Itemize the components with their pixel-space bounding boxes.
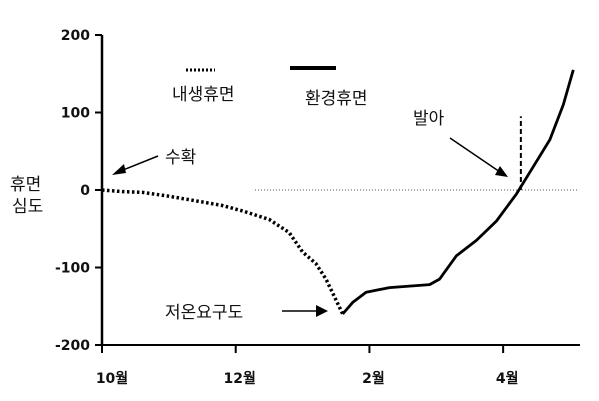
annotation-harvest-arrowhead xyxy=(112,164,126,175)
y-axis-label-line-1: 휴면 xyxy=(10,175,41,195)
x-tick-label: 12월 xyxy=(224,370,256,387)
y-tick-label: -200 xyxy=(55,338,90,354)
annotation-harvest: 수확 xyxy=(165,148,196,168)
annotation-low-temp-arrowhead xyxy=(316,305,328,317)
annotation-budbreak-arrow xyxy=(449,137,501,173)
y-tick-label: 200 xyxy=(61,28,90,44)
y-ticks: 200 100 0 -100 -200 xyxy=(55,28,102,354)
legend-label-endodormancy: 내생휴면 xyxy=(172,85,235,105)
series-layer xyxy=(101,69,575,315)
x-tick-label: 4월 xyxy=(496,370,519,387)
series-line-endodormancy xyxy=(101,188,345,315)
y-tick-label: 100 xyxy=(61,106,90,122)
y-tick-label: 0 xyxy=(80,183,90,199)
y-axis-label-line-2: 심도 xyxy=(12,197,43,217)
legend-label-ecodormancy: 환경휴면 xyxy=(305,89,368,109)
x-ticks: 10월 12월 2월 4월 xyxy=(96,345,519,387)
y-tick-label: -100 xyxy=(55,261,90,277)
x-tick-label: 10월 xyxy=(96,370,128,387)
annotation-budbreak-arrowhead xyxy=(495,166,508,177)
series-line-ecodormancy xyxy=(341,69,575,315)
annotation-budbreak: 발아 xyxy=(413,109,445,129)
x-tick-label: 2월 xyxy=(362,370,385,387)
annotation-low-temp: 저온요구도 xyxy=(165,303,243,323)
